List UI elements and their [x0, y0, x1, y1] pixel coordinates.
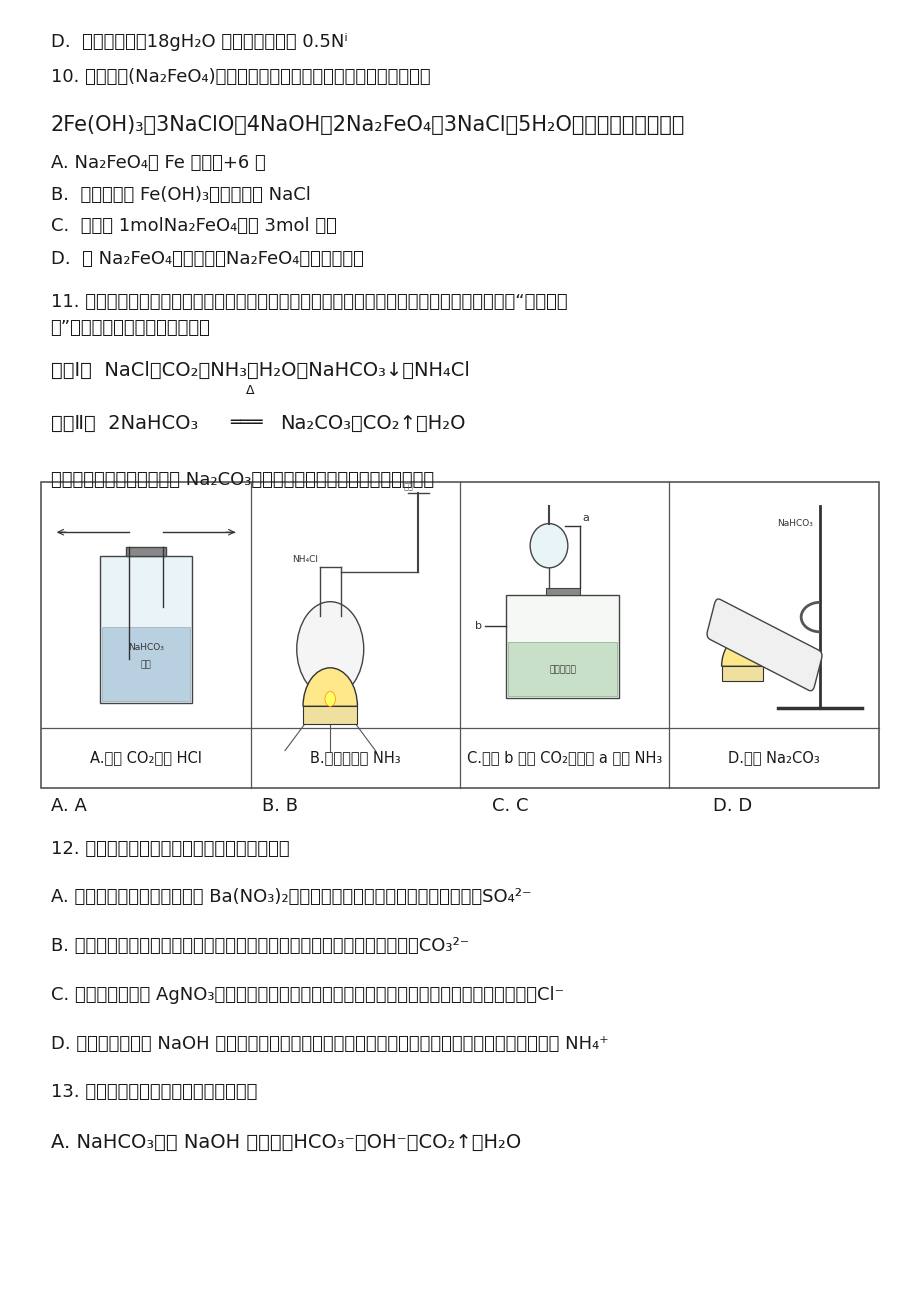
- Text: D. D: D. D: [712, 797, 752, 815]
- Text: B. B: B. B: [262, 797, 298, 815]
- Text: 11. 候德榜先生为我国的制碌工业做出了突出贡献，他将氨碌法和合成氨工艺联合起来，发明了“联合制碌: 11. 候德榜先生为我国的制碌工业做出了突出贡献，他将氨碌法和合成氨工艺联合起来…: [51, 293, 567, 311]
- Text: A. A: A. A: [51, 797, 86, 815]
- Text: ═══: ═══: [230, 414, 263, 432]
- Text: C. 向某溶液中滴加 AgNO₃溶液，有白色沉淠产生，再滴加稀砙酸沉淠不溶解，溶液中一定含有Cl⁻: C. 向某溶液中滴加 AgNO₃溶液，有白色沉淠产生，再滴加稀砙酸沉淠不溶解，溶…: [51, 986, 563, 1004]
- Text: B. 向某溶液中加入盐酸，产生的气体使澄清石灰水变浑流，溶液中一定含有CO₃²⁻: B. 向某溶液中加入盐酸，产生的气体使澄清石灰水变浑流，溶液中一定含有CO₃²⁻: [51, 937, 469, 956]
- Text: C.  每生成 1molNa₂FeO₄转移 3mol 电子: C. 每生成 1molNa₂FeO₄转移 3mol 电子: [51, 217, 336, 236]
- Text: D.制取 Na₂CO₃: D.制取 Na₂CO₃: [727, 750, 819, 766]
- Bar: [41, 482, 878, 788]
- Bar: [720, 667, 763, 681]
- Bar: [126, 547, 166, 556]
- Text: b: b: [475, 621, 482, 631]
- Text: NaHCO₃: NaHCO₃: [128, 643, 164, 651]
- Text: NH₄Cl: NH₄Cl: [291, 555, 317, 564]
- Text: 10. 高铁酸钓(Na₂FeO₄)是高效的饮用水处理剂，可由下列方法制得：: 10. 高铁酸钓(Na₂FeO₄)是高效的饮用水处理剂，可由下列方法制得：: [51, 68, 430, 86]
- Text: B.制取并收集 NH₃: B.制取并收集 NH₃: [310, 750, 401, 766]
- Text: D.  用 Na₂FeO₄处理水时，Na₂FeO₄发生氧化反应: D. 用 Na₂FeO₄处理水时，Na₂FeO₄发生氧化反应: [51, 250, 363, 268]
- Ellipse shape: [324, 691, 335, 706]
- Wedge shape: [302, 668, 357, 706]
- Text: D. 向某溶液中加入 NaOH 溶液，将湿润的红色石蕊试纸放在试管口，试纸不变蓝，溶液中一定不含 NH₄⁺: D. 向某溶液中加入 NaOH 溶液，将湿润的红色石蕊试纸放在试管口，试纸不变蓝…: [51, 1035, 607, 1053]
- Bar: [100, 556, 192, 703]
- Text: C.先往 b 中通 CO₂，再往 a 中通 NH₃: C.先往 b 中通 CO₂，再往 a 中通 NH₃: [467, 750, 662, 766]
- Bar: [505, 595, 618, 698]
- Text: 13. 能正确表示下列反应的离子方程式是: 13. 能正确表示下列反应的离子方程式是: [51, 1083, 256, 1101]
- Bar: [302, 706, 357, 724]
- Bar: [102, 628, 190, 700]
- Text: 12. 下列有关离子的检验方法和结论均正确的是: 12. 下列有关离子的检验方法和结论均正确的是: [51, 840, 289, 858]
- Text: A. 向某溶液中加入盐酸酸化的 Ba(NO₃)₂溶液，有白色沉淠生成，溶液中一定含有SO₄²⁻: A. 向某溶液中加入盐酸酸化的 Ba(NO₃)₂溶液，有白色沉淠生成，溶液中一定…: [51, 888, 530, 906]
- Text: D.  标准状况下，18gH₂O 所含的分子数为 0.5Nⁱ: D. 标准状况下，18gH₂O 所含的分子数为 0.5Nⁱ: [51, 33, 347, 51]
- Text: 反应Ⅱ：  2NaHCO₃: 反应Ⅱ： 2NaHCO₃: [51, 414, 198, 434]
- Wedge shape: [720, 637, 763, 667]
- Bar: [545, 587, 579, 595]
- Text: C. C: C. C: [492, 797, 528, 815]
- Text: A.除去 CO₂中的 HCl: A.除去 CO₂中的 HCl: [90, 750, 202, 766]
- Text: A. NaHCO₃加入 NaOH 溶液中：HCO₃⁻＋OH⁻＝CO₂↑＋H₂O: A. NaHCO₃加入 NaOH 溶液中：HCO₃⁻＋OH⁻＝CO₂↑＋H₂O: [51, 1133, 520, 1152]
- Text: 反应Ⅰ：  NaCl＋CO₂＋NH₃＋H₂O＝NaHCO₃↓＋NH₄Cl: 反应Ⅰ： NaCl＋CO₂＋NH₃＋H₂O＝NaHCO₃↓＋NH₄Cl: [51, 361, 469, 380]
- Text: 饱和食盐水: 饱和食盐水: [549, 665, 575, 674]
- Text: NaHCO₃: NaHCO₃: [777, 519, 811, 529]
- FancyBboxPatch shape: [707, 599, 821, 691]
- Circle shape: [297, 602, 363, 697]
- Text: 法”。氨碌法中涉及的反应如下：: 法”。氨碌法中涉及的反应如下：: [51, 319, 210, 337]
- Bar: [507, 642, 617, 695]
- Text: 溶液: 溶液: [141, 660, 152, 669]
- Text: a: a: [582, 513, 588, 523]
- Text: Na₂CO₃＋CO₂↑＋H₂O: Na₂CO₃＋CO₂↑＋H₂O: [280, 414, 466, 434]
- Text: 实验室模拟氨碌法制备少量 Na₂CO₃，下列装置和操作能达到实验目的的是: 实验室模拟氨碌法制备少量 Na₂CO₃，下列装置和操作能达到实验目的的是: [51, 471, 433, 490]
- Text: B.  碱性条件下 Fe(OH)₃还原性强于 NaCl: B. 碱性条件下 Fe(OH)₃还原性强于 NaCl: [51, 186, 310, 204]
- Text: 棉花: 棉花: [403, 482, 414, 491]
- Ellipse shape: [529, 523, 567, 568]
- Text: A. Na₂FeO₄中 Fe 元素显+6 价: A. Na₂FeO₄中 Fe 元素显+6 价: [51, 154, 265, 172]
- Text: 2Fe(OH)₃＋3NaClO＋4NaOH＝2Na₂FeO₄＋3NaCl＋5H₂O。下列说法错误的是: 2Fe(OH)₃＋3NaClO＋4NaOH＝2Na₂FeO₄＋3NaCl＋5H₂…: [51, 115, 685, 134]
- Text: Δ: Δ: [245, 384, 255, 397]
